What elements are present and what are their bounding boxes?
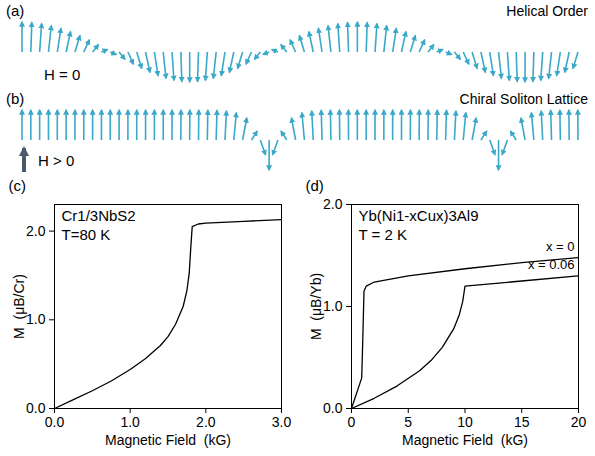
svg-text:M (μB/Cr): M (μB/Cr) xyxy=(11,274,27,339)
svg-text:Magnetic Field (kG): Magnetic Field (kG) xyxy=(402,432,528,448)
svg-text:M (μB/Yb): M (μB/Yb) xyxy=(308,273,324,340)
svg-text:(b): (b) xyxy=(6,90,24,107)
svg-text:1.0: 1.0 xyxy=(323,298,343,314)
svg-text:(c): (c) xyxy=(9,177,27,194)
svg-text:x = 0: x = 0 xyxy=(546,239,575,254)
svg-text:T = 2 K: T = 2 K xyxy=(359,226,408,243)
svg-text:H = 0: H = 0 xyxy=(44,66,80,83)
svg-text:15: 15 xyxy=(514,414,530,430)
svg-text:2.0: 2.0 xyxy=(323,196,343,212)
svg-text:3.0: 3.0 xyxy=(272,414,292,430)
svg-text:2.0: 2.0 xyxy=(26,223,46,239)
svg-text:0.0: 0.0 xyxy=(26,400,46,416)
svg-text:T=80 K: T=80 K xyxy=(62,226,111,243)
svg-text:Chiral Soliton Lattice: Chiral Soliton Lattice xyxy=(460,91,589,107)
svg-text:0: 0 xyxy=(348,414,356,430)
svg-text:1.0: 1.0 xyxy=(120,414,140,430)
svg-text:H > 0: H > 0 xyxy=(38,152,74,169)
svg-text:2.0: 2.0 xyxy=(196,414,216,430)
svg-text:10: 10 xyxy=(457,414,473,430)
svg-text:(a): (a) xyxy=(6,2,24,19)
svg-text:5: 5 xyxy=(404,414,412,430)
svg-text:1.0: 1.0 xyxy=(26,311,46,327)
svg-text:20: 20 xyxy=(571,414,587,430)
svg-text:x = 0.06: x = 0.06 xyxy=(528,257,575,272)
svg-text:Yb(Ni1-xCux)3Al9: Yb(Ni1-xCux)3Al9 xyxy=(359,207,479,224)
svg-text:Cr1/3NbS2: Cr1/3NbS2 xyxy=(62,207,136,224)
svg-text:(d): (d) xyxy=(306,177,324,194)
svg-text:Magnetic Field (kG): Magnetic Field (kG) xyxy=(105,432,231,448)
svg-text:Helical Order: Helical Order xyxy=(506,3,588,19)
svg-text:0.0: 0.0 xyxy=(45,414,65,430)
svg-text:0.0: 0.0 xyxy=(323,400,343,416)
